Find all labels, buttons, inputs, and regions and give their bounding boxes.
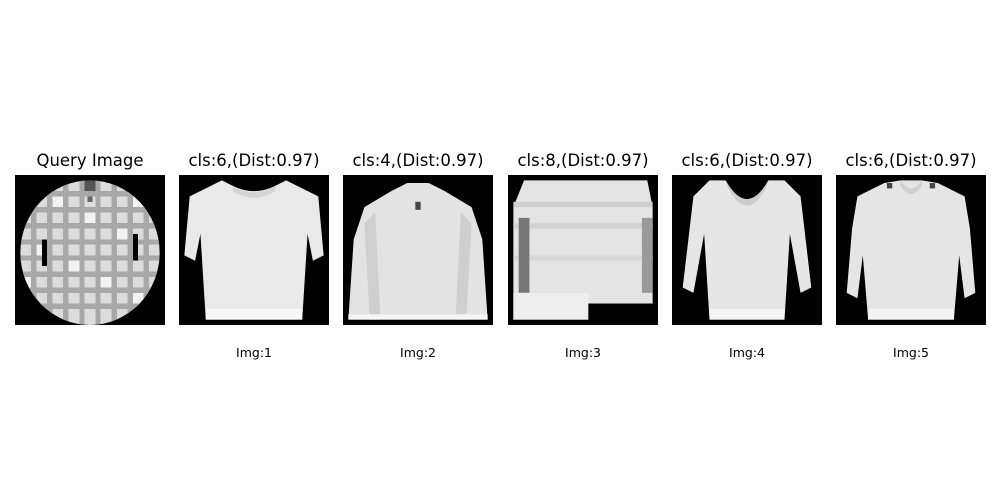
query-image bbox=[15, 175, 165, 325]
result-image bbox=[672, 175, 822, 325]
result-image bbox=[179, 175, 329, 325]
result-title: cls:4,(Dist:0.97) bbox=[352, 151, 484, 170]
result-caption: Img:2 bbox=[400, 345, 436, 360]
query-title: Query Image bbox=[36, 151, 144, 170]
result-title: cls:6,(Dist:0.97) bbox=[681, 151, 813, 170]
result-title: cls:6,(Dist:0.97) bbox=[188, 151, 320, 170]
result-caption: Img:5 bbox=[893, 345, 929, 360]
result-image bbox=[836, 175, 986, 325]
result-caption: Img:4 bbox=[729, 345, 765, 360]
result-title: cls:6,(Dist:0.97) bbox=[845, 151, 977, 170]
result-caption: Img:1 bbox=[236, 345, 272, 360]
result-title: cls:8,(Dist:0.97) bbox=[517, 151, 649, 170]
result-caption: Img:3 bbox=[565, 345, 601, 360]
result-image bbox=[343, 175, 493, 325]
result-image bbox=[508, 175, 658, 325]
